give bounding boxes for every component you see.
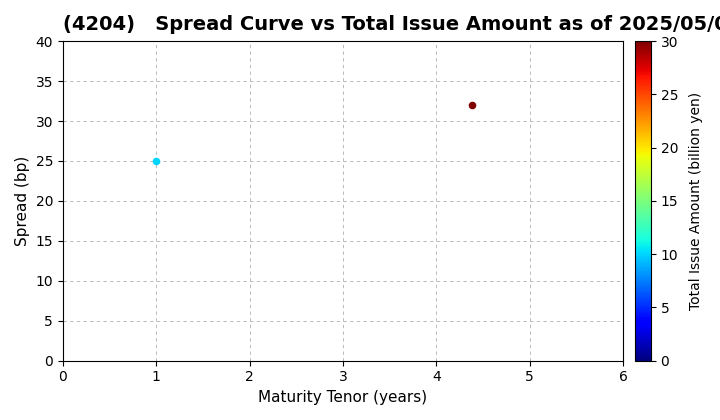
Y-axis label: Spread (bp): Spread (bp) xyxy=(15,156,30,246)
X-axis label: Maturity Tenor (years): Maturity Tenor (years) xyxy=(258,390,428,405)
Text: (4204)   Spread Curve vs Total Issue Amount as of 2025/05/02: (4204) Spread Curve vs Total Issue Amoun… xyxy=(63,15,720,34)
Point xyxy=(150,158,162,164)
Y-axis label: Total Issue Amount (billion yen): Total Issue Amount (billion yen) xyxy=(689,92,703,310)
Point xyxy=(466,102,477,108)
